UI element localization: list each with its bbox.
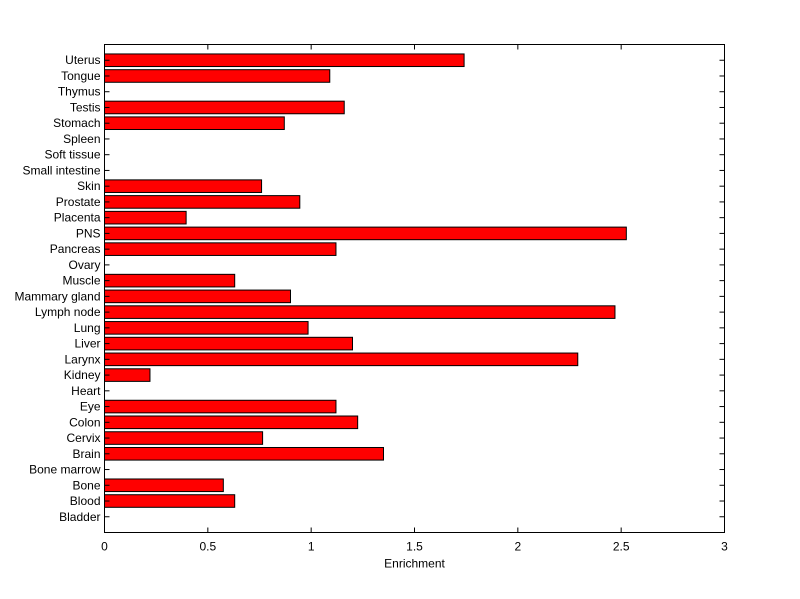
- bar-lymph-node: [104, 305, 616, 319]
- bar-liver: [104, 336, 353, 351]
- y-tick-label: Lymph node: [35, 305, 101, 319]
- x-tick-label: 3: [721, 540, 728, 554]
- x-tick-label: 0: [101, 540, 108, 554]
- bar-larynx: [104, 352, 579, 367]
- y-tick-label: Heart: [71, 384, 101, 398]
- bar-muscle: [104, 273, 236, 288]
- bar-blood: [104, 494, 236, 508]
- plot-area: [104, 44, 725, 533]
- y-tick-label: Muscle: [62, 274, 100, 288]
- y-tick-label: Brain: [72, 447, 100, 461]
- bar-uterus: [104, 53, 465, 68]
- y-tick-label: Kidney: [64, 368, 101, 382]
- bar-eye: [104, 399, 337, 414]
- bar-testis: [104, 100, 345, 115]
- x-tick-label: 2.5: [613, 540, 630, 554]
- y-tick-label: PNS: [76, 226, 101, 240]
- y-tick-label: Colon: [69, 415, 100, 429]
- bar-cervix: [104, 431, 264, 445]
- y-tick-label: Bone: [72, 478, 100, 492]
- y-tick-label: Blood: [70, 494, 101, 508]
- x-ticks-group: 0 0.5 1 1.5 2 2.5 3: [101, 44, 728, 554]
- bar-lung: [104, 321, 309, 335]
- y-tick-label: Bladder: [59, 510, 100, 524]
- y-tick-label: Spleen: [63, 132, 100, 146]
- y-tick-label: Uterus: [65, 53, 100, 67]
- bar-stomach: [104, 116, 285, 131]
- y-tick-label: Liver: [74, 337, 100, 351]
- y-tick-label: Eye: [80, 400, 101, 414]
- bar-pancreas: [104, 242, 337, 256]
- y-tick-label: Bone marrow: [29, 463, 101, 477]
- y-tick-label: Soft tissue: [44, 148, 100, 162]
- y-tick-label: Testis: [70, 100, 101, 114]
- y-tick-label: Tongue: [61, 69, 101, 83]
- bar-brain: [104, 446, 384, 461]
- bar-prostate: [104, 195, 301, 209]
- y-tick-label: Lung: [74, 321, 101, 335]
- bar-bone: [104, 478, 224, 493]
- y-tick-label: Cervix: [66, 431, 100, 445]
- y-tick-label: Skin: [77, 179, 100, 193]
- x-tick-label: 1: [308, 540, 315, 554]
- bar-placenta: [104, 210, 187, 225]
- bar-colon: [104, 415, 359, 430]
- x-tick-label: 1.5: [406, 540, 423, 554]
- y-tick-label: Small intestine: [22, 163, 100, 177]
- bar-skin: [104, 179, 263, 193]
- bar-kidney: [104, 368, 151, 382]
- y-tick-label: Prostate: [56, 195, 101, 209]
- y-tick-label: Larynx: [64, 352, 100, 366]
- x-tick-label: 0.5: [199, 540, 216, 554]
- bar-mammary-gland: [104, 289, 291, 304]
- x-axis-label: Enrichment: [384, 557, 445, 571]
- bars-group: [104, 53, 627, 508]
- y-tick-label: Pancreas: [50, 242, 101, 256]
- y-tick-label: Mammary gland: [14, 289, 100, 303]
- y-tick-label: Placenta: [54, 211, 101, 225]
- y-tick-label: Stomach: [53, 116, 100, 130]
- bar-tongue: [104, 69, 331, 83]
- x-tick-label: 2: [514, 540, 521, 554]
- y-tick-label: Ovary: [68, 258, 100, 272]
- bar-pns: [104, 226, 627, 241]
- y-tick-label: Thymus: [58, 85, 101, 99]
